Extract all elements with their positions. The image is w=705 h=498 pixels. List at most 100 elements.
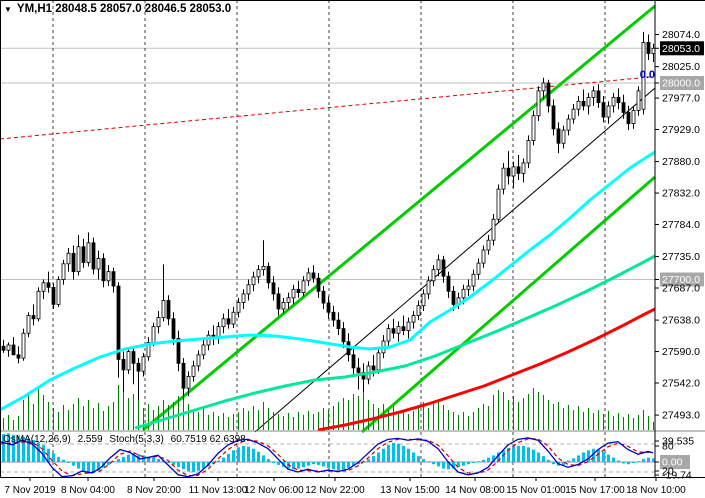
candle-body: [411, 315, 416, 323]
candle-body: [231, 311, 236, 325]
osma-histogram-bar: [427, 461, 430, 463]
osma-histogram-bar: [77, 462, 80, 469]
osma-histogram-bar: [317, 462, 320, 465]
osma-histogram-bar: [547, 459, 550, 462]
indicator-axis-label[interactable]: -19.74: [662, 470, 692, 482]
osma-histogram-bar: [492, 455, 495, 462]
time-axis-label[interactable]: 13 Nov 15:00: [380, 485, 440, 496]
stoch-indicator-name: Stoch(5,3,3): [109, 434, 164, 445]
candle-body: [271, 282, 276, 295]
osma-histogram-bar: [182, 462, 185, 470]
osma-histogram-bar: [367, 459, 370, 462]
osma-histogram-bar: [602, 451, 605, 462]
candle-body: [311, 272, 316, 279]
candle-body: [406, 321, 411, 331]
indicator-axis-label[interactable]: 0.00: [662, 457, 683, 469]
green-mid-ma-line: [134, 254, 656, 430]
osma-histogram-bar: [22, 437, 25, 462]
osma-histogram-bar: [452, 462, 455, 469]
osma-histogram-bar: [432, 462, 435, 465]
osma-histogram-bar: [2, 434, 5, 462]
osma-histogram-bar: [607, 454, 610, 462]
osma-histogram-bar: [237, 447, 240, 462]
osma-histogram-bar: [632, 462, 635, 463]
price-axis-label[interactable]: 27638.0: [662, 315, 700, 327]
indicator-axis-label[interactable]: 20: [662, 466, 674, 478]
candle-body: [546, 82, 551, 107]
osma-histogram-bar: [652, 458, 655, 462]
price-axis-label[interactable]: 27700.0: [662, 274, 700, 286]
osma-histogram-bar: [252, 448, 255, 462]
candle-body: [446, 275, 451, 292]
price-axis-label[interactable]: 27977.0: [662, 93, 700, 105]
candle-body: [491, 218, 496, 241]
candle-body: [436, 259, 441, 271]
candle-body: [106, 271, 111, 282]
osma-histogram-bar: [167, 462, 170, 463]
time-axis-label[interactable]: 12 Nov 06:00: [244, 485, 304, 496]
candle-body: [226, 318, 231, 325]
indicator-axis-label[interactable]: 39.535: [662, 436, 694, 448]
price-axis-label[interactable]: 28025.0: [662, 61, 700, 73]
price-axis-label[interactable]: 28053.0: [662, 43, 700, 55]
price-axis-label[interactable]: 28000.0: [662, 78, 700, 90]
osma-histogram-bar: [352, 462, 355, 467]
candle-body: [31, 315, 36, 320]
osma-histogram-bar: [117, 459, 120, 462]
time-axis-label[interactable]: 14 Nov 08:00: [445, 485, 505, 496]
osma-histogram-bar: [527, 447, 530, 462]
candle-body: [196, 354, 201, 367]
osma-histogram-bar: [7, 433, 10, 462]
candle-body: [341, 328, 346, 343]
price-axis-label[interactable]: 27687.0: [662, 283, 700, 295]
candle-body: [156, 317, 161, 328]
price-axis-label[interactable]: 27880.0: [662, 156, 700, 168]
time-axis-label[interactable]: 7 Nov 2019: [4, 485, 56, 496]
osma-histogram-bar: [537, 452, 540, 462]
osma-histogram-bar: [172, 462, 175, 465]
price-axis-label[interactable]: 27784.0: [662, 219, 700, 231]
time-axis-label[interactable]: 12 Nov 22:00: [305, 485, 365, 496]
osma-histogram-bar: [82, 462, 85, 472]
candle-body: [16, 354, 21, 359]
osma-histogram-bar: [157, 459, 160, 462]
price-axis-label[interactable]: 27590.0: [662, 346, 700, 358]
indicator-axis-label[interactable]: 80: [662, 441, 674, 453]
time-axis-label[interactable]: 15 Nov 01:00: [506, 485, 566, 496]
candle-body: [591, 90, 596, 98]
osma-histogram-bar: [512, 446, 515, 462]
green-channel-upper-trendline[interactable]: [142, 4, 656, 432]
fib-base-trendline[interactable]: [0, 76, 651, 140]
black-trendline[interactable]: [254, 87, 656, 433]
osma-histogram-bar: [372, 456, 375, 462]
price-axis-label[interactable]: 27493.0: [662, 410, 700, 422]
price-axis-label[interactable]: 27929.0: [662, 124, 700, 136]
osma-histogram-bar: [52, 453, 55, 462]
time-axis-label[interactable]: 18 Nov 10:00: [626, 485, 686, 496]
time-axis-label[interactable]: 8 Nov 20:00: [127, 485, 181, 496]
candle-body: [461, 288, 466, 299]
candle-body: [161, 300, 166, 318]
osma-histogram-bar: [517, 445, 520, 462]
candle-body: [21, 332, 26, 359]
price-axis-label[interactable]: 28074.0: [662, 29, 700, 41]
price-axis-label[interactable]: 27542.0: [662, 377, 700, 389]
price-axis-label[interactable]: 27832.0: [662, 188, 700, 200]
candle-body: [486, 239, 491, 251]
osma-histogram-bar: [637, 461, 640, 463]
osma-histogram-bar: [467, 462, 470, 465]
osma-histogram-bar: [627, 462, 630, 465]
time-axis-label[interactable]: 8 Nov 04:00: [61, 485, 115, 496]
osma-histogram-bar: [357, 462, 360, 465]
candle-body: [421, 293, 426, 307]
time-axis-label[interactable]: 11 Nov 13:00: [189, 485, 248, 496]
time-axis-label[interactable]: 15 Nov 17:00: [565, 485, 625, 496]
osma-histogram-bar: [532, 449, 535, 462]
symbol-dropdown-icon[interactable]: ▼: [4, 4, 12, 14]
candle-body: [71, 252, 76, 273]
candle-body: [66, 252, 71, 265]
green-channel-lower-trendline[interactable]: [361, 175, 656, 434]
osma-histogram-bar: [617, 460, 620, 462]
price-axis-label[interactable]: 27735.0: [662, 251, 700, 263]
